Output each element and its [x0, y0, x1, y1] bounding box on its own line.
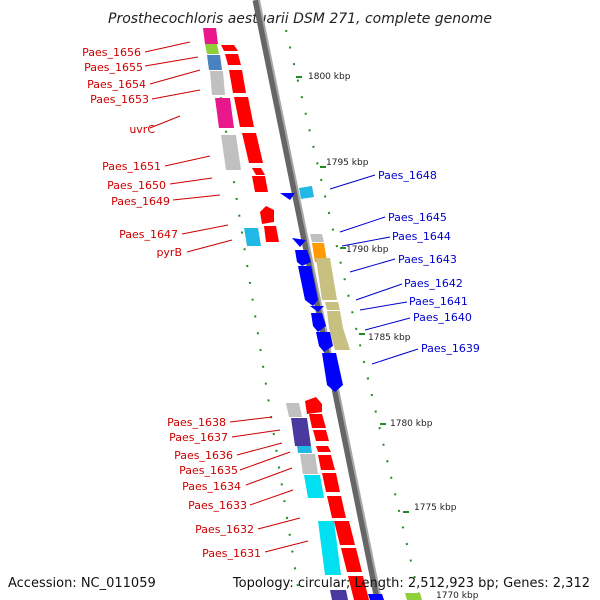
gene-label[interactable]: Paes_1633	[188, 499, 247, 512]
gene-arrow[interactable]	[280, 193, 295, 200]
kbp-label: 1790 kbp	[346, 245, 389, 255]
feature-block[interactable]	[215, 98, 234, 128]
gene-arrow[interactable]	[221, 45, 238, 51]
gene-arrow[interactable]	[316, 332, 333, 352]
feature-block[interactable]	[330, 590, 348, 600]
gene-arrow[interactable]	[316, 446, 331, 452]
gene-label[interactable]: Paes_1641	[409, 295, 468, 308]
gene-arrow[interactable]	[252, 168, 265, 175]
gene-label[interactable]: Paes_1645	[388, 211, 447, 224]
gene-arrow[interactable]	[234, 97, 254, 127]
feature-block[interactable]	[299, 186, 314, 199]
gene-label[interactable]: Paes_1647	[119, 228, 178, 241]
gene-label[interactable]: Paes_1639	[421, 342, 480, 355]
kbp-labels: 1800 kbp 1795 kbp 1790 kbp 1785 kbp 1780…	[308, 72, 479, 600]
feature-block[interactable]	[327, 311, 343, 328]
gene-label[interactable]: uvrC	[129, 123, 155, 136]
gene-label[interactable]: Paes_1648	[378, 169, 437, 182]
kbp-label: 1775 kbp	[414, 503, 457, 513]
gene-label[interactable]: Paes_1634	[182, 480, 241, 493]
feature-block[interactable]	[221, 135, 241, 170]
gene-label[interactable]: Paes_1650	[107, 179, 166, 192]
kbp-label: 1785 kbp	[368, 333, 411, 343]
map-title: Prosthecochloris aestuarii DSM 271, comp…	[108, 11, 492, 27]
forward-features	[203, 28, 348, 600]
gene-arrow[interactable]	[334, 521, 355, 545]
gene-label[interactable]: Paes_1636	[174, 449, 233, 462]
gene-label[interactable]: Paes_1643	[398, 253, 457, 266]
feature-block[interactable]	[286, 403, 302, 417]
gene-label[interactable]: Paes_1637	[169, 431, 228, 444]
feature-block[interactable]	[244, 228, 261, 246]
gene-label[interactable]: Paes_1655	[84, 61, 143, 74]
gene-label[interactable]: pyrB	[156, 246, 182, 259]
gene-label[interactable]: Paes_1654	[87, 78, 146, 91]
feature-block[interactable]	[316, 258, 337, 300]
gene-arrow[interactable]	[292, 238, 306, 247]
gene-arrow[interactable]	[305, 397, 322, 414]
gene-arrow[interactable]	[264, 226, 279, 242]
gene-label[interactable]: Paes_1651	[102, 160, 161, 173]
gene-label[interactable]: Paes_1635	[179, 464, 238, 477]
left-leader-lines	[144, 41, 309, 553]
gene-arrow[interactable]	[368, 594, 384, 600]
gene-arrow[interactable]	[322, 473, 340, 492]
gene-label[interactable]: Paes_1638	[167, 416, 226, 429]
feature-block[interactable]	[310, 234, 324, 242]
outer-ruler-ring	[285, 29, 421, 600]
accession-text: Accession: NC_011059	[8, 576, 156, 591]
gene-arrow[interactable]	[311, 313, 326, 332]
gene-arrow[interactable]	[322, 353, 343, 392]
gene-arrow[interactable]	[260, 206, 274, 224]
gene-arrow[interactable]	[310, 306, 324, 312]
feature-block[interactable]	[325, 302, 340, 310]
gene-arrow[interactable]	[295, 250, 311, 266]
gene-arrow[interactable]	[327, 496, 346, 518]
feature-block[interactable]	[318, 521, 341, 575]
gene-label[interactable]: Paes_1644	[392, 230, 451, 243]
feature-block[interactable]	[312, 243, 327, 262]
feature-block[interactable]	[300, 454, 318, 474]
forward-genes	[221, 45, 369, 600]
gene-arrow[interactable]	[229, 70, 246, 93]
gene-label[interactable]: Paes_1656	[82, 46, 141, 59]
kbp-label: 1780 kbp	[390, 419, 433, 429]
gene-arrow[interactable]	[252, 176, 268, 192]
feature-block[interactable]	[329, 328, 350, 350]
left-gene-labels: Paes_1656 Paes_1655 Paes_1654 Paes_1653 …	[82, 46, 261, 560]
feature-block[interactable]	[297, 446, 312, 453]
gene-arrow[interactable]	[348, 576, 369, 600]
gene-label[interactable]: Paes_1649	[111, 195, 170, 208]
gene-arrow[interactable]	[313, 430, 329, 441]
genome-backbone	[252, 0, 382, 600]
kbp-ticks	[296, 76, 409, 513]
kbp-label: 1800 kbp	[308, 72, 351, 82]
feature-block[interactable]	[207, 55, 222, 70]
gene-label[interactable]: Paes_1632	[195, 523, 254, 536]
gene-arrow[interactable]	[318, 455, 335, 470]
gene-arrow[interactable]	[309, 414, 326, 428]
kbp-label: 1770 kbp	[436, 591, 479, 600]
feature-block[interactable]	[210, 71, 225, 95]
kbp-label: 1795 kbp	[326, 158, 369, 168]
reverse-features	[299, 186, 422, 600]
genome-summary-text: Topology: circular; Length: 2,512,923 bp…	[232, 576, 590, 591]
gene-arrow[interactable]	[298, 266, 318, 306]
feature-block[interactable]	[291, 418, 311, 446]
right-leader-lines	[329, 174, 419, 365]
gene-arrow[interactable]	[341, 548, 362, 572]
gene-arrow[interactable]	[242, 133, 263, 163]
gene-arrow[interactable]	[225, 54, 241, 65]
gene-label[interactable]: Paes_1642	[404, 277, 463, 290]
right-gene-labels: Paes_1648 Paes_1645 Paes_1644 Paes_1643 …	[378, 169, 480, 355]
feature-block[interactable]	[304, 475, 324, 498]
feature-block[interactable]	[203, 28, 218, 44]
gene-label[interactable]: Paes_1640	[413, 311, 472, 324]
feature-block[interactable]	[205, 44, 219, 54]
gene-label[interactable]: Paes_1631	[202, 547, 261, 560]
feature-block[interactable]	[405, 593, 422, 600]
reverse-genes	[280, 193, 384, 600]
gene-label[interactable]: Paes_1653	[90, 93, 149, 106]
